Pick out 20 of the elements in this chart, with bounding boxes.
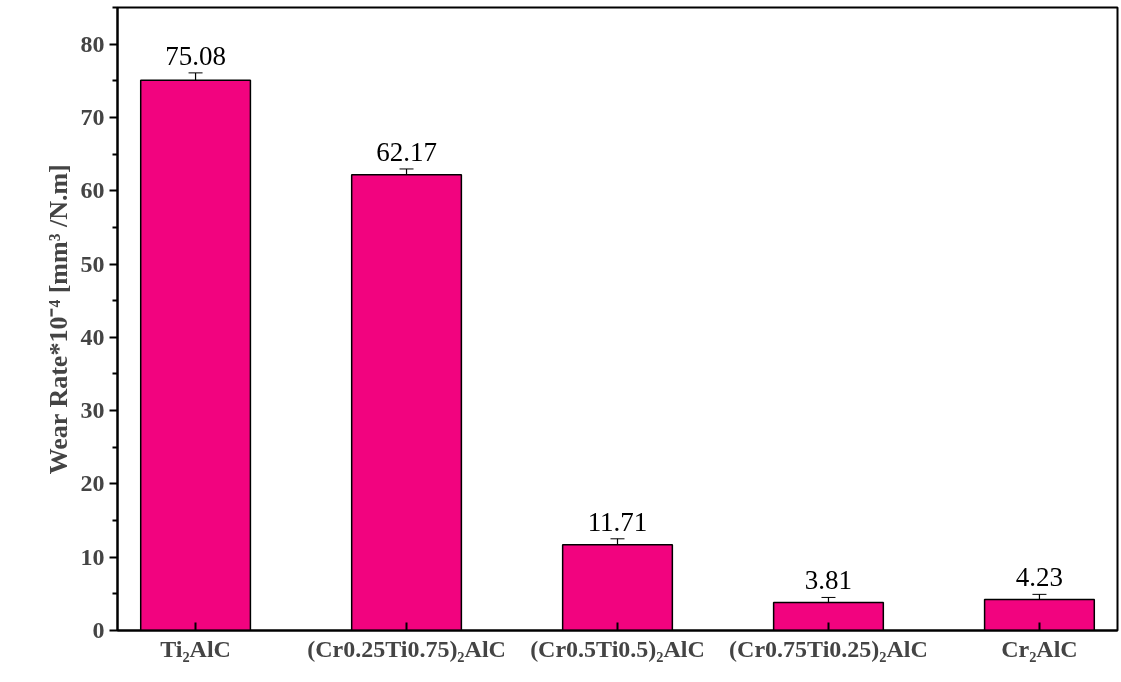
x-tick-label: Cr₂AlC <box>1001 635 1078 662</box>
data-label: 75.08 <box>165 40 226 71</box>
y-tick-label: 50 <box>80 250 105 277</box>
y-tick-label: 80 <box>80 30 105 57</box>
x-tick-label: Ti₂AlC <box>160 635 231 662</box>
y-axis-title: Wear Rate*10⁻⁴ [mm³ /N.m] <box>43 164 73 475</box>
y-tick-label: 10 <box>80 543 105 570</box>
x-tick-label: (Cr0.25Ti0.75)₂AlC <box>307 635 506 662</box>
data-label: 11.71 <box>587 506 648 537</box>
x-tick-label: (Cr0.5Ti0.5)₂AlC <box>530 635 705 662</box>
data-label: 3.81 <box>804 565 853 596</box>
y-tick-label: 20 <box>80 470 105 497</box>
data-label: 62.17 <box>376 136 437 167</box>
y-tick-label: 70 <box>80 103 105 130</box>
data-label: 4.23 <box>1015 562 1064 593</box>
y-tick-label: 30 <box>80 397 105 424</box>
y-tick-label: 40 <box>80 323 105 350</box>
x-tick-label: (Cr0.75Ti0.25)₂AlC <box>729 635 928 662</box>
y-tick-label: 0 <box>92 617 105 643</box>
y-tick-label: 60 <box>80 177 105 204</box>
